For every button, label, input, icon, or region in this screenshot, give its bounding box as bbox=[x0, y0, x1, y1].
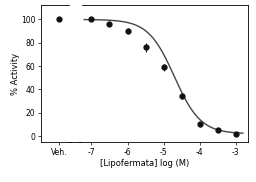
X-axis label: [Lipofermata] log (M): [Lipofermata] log (M) bbox=[100, 159, 189, 168]
Y-axis label: % Activity: % Activity bbox=[10, 53, 19, 95]
Bar bbox=[70, 5, 81, 142]
